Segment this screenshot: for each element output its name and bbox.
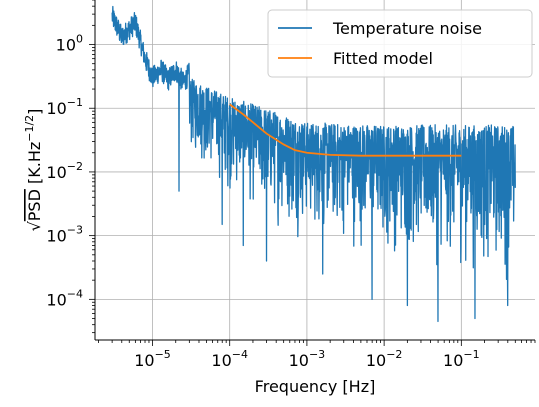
svg-text:√PSD [K.Hz−1/2]: √PSD [K.Hz−1/2] [23,109,44,232]
series-group [111,5,516,323]
y-axis-label-sqrt: √ [25,220,44,231]
y-tick-label: 10−1 [46,96,83,118]
series-line-temperature-noise [111,5,516,323]
legend-box [267,9,533,78]
y-tick-label: 100 [56,33,83,55]
legend-label-fitted-model: Fitted model [333,49,433,68]
legend-label-temperature-noise: Temperature noise [332,19,482,38]
y-tick-label: 10−3 [46,224,83,246]
y-axis-label-close: ] [25,109,44,115]
x-tick-label: 10−2 [366,348,403,370]
y-axis-label-psd: PSD [25,189,44,221]
x-tick-label: 10−1 [443,348,480,370]
x-tick-label: 10−3 [289,348,326,370]
minor-ticks [89,0,536,346]
x-tick-label: 10−5 [134,348,171,370]
y-axis-label-unit: [K.Hz [25,142,44,184]
legend: Temperature noise Fitted model [267,9,533,78]
y-axis-label-exp-sign: − [23,133,36,142]
x-tick-label: 10−4 [211,348,248,370]
x-tick-labels: 10−5 10−4 10−3 10−2 10−1 [134,348,479,370]
y-tick-labels: 10−4 10−3 10−2 10−1 100 [46,33,83,310]
y-tick-label: 10−2 [46,160,83,182]
y-tick-label: 10−4 [46,287,83,309]
y-axis-label-exp: 1/2 [23,115,36,133]
series-line-fitted-model [229,103,462,157]
x-axis-label: Frequency [Hz] [255,377,376,396]
y-axis-label: √PSD [K.Hz−1/2] [23,109,44,232]
